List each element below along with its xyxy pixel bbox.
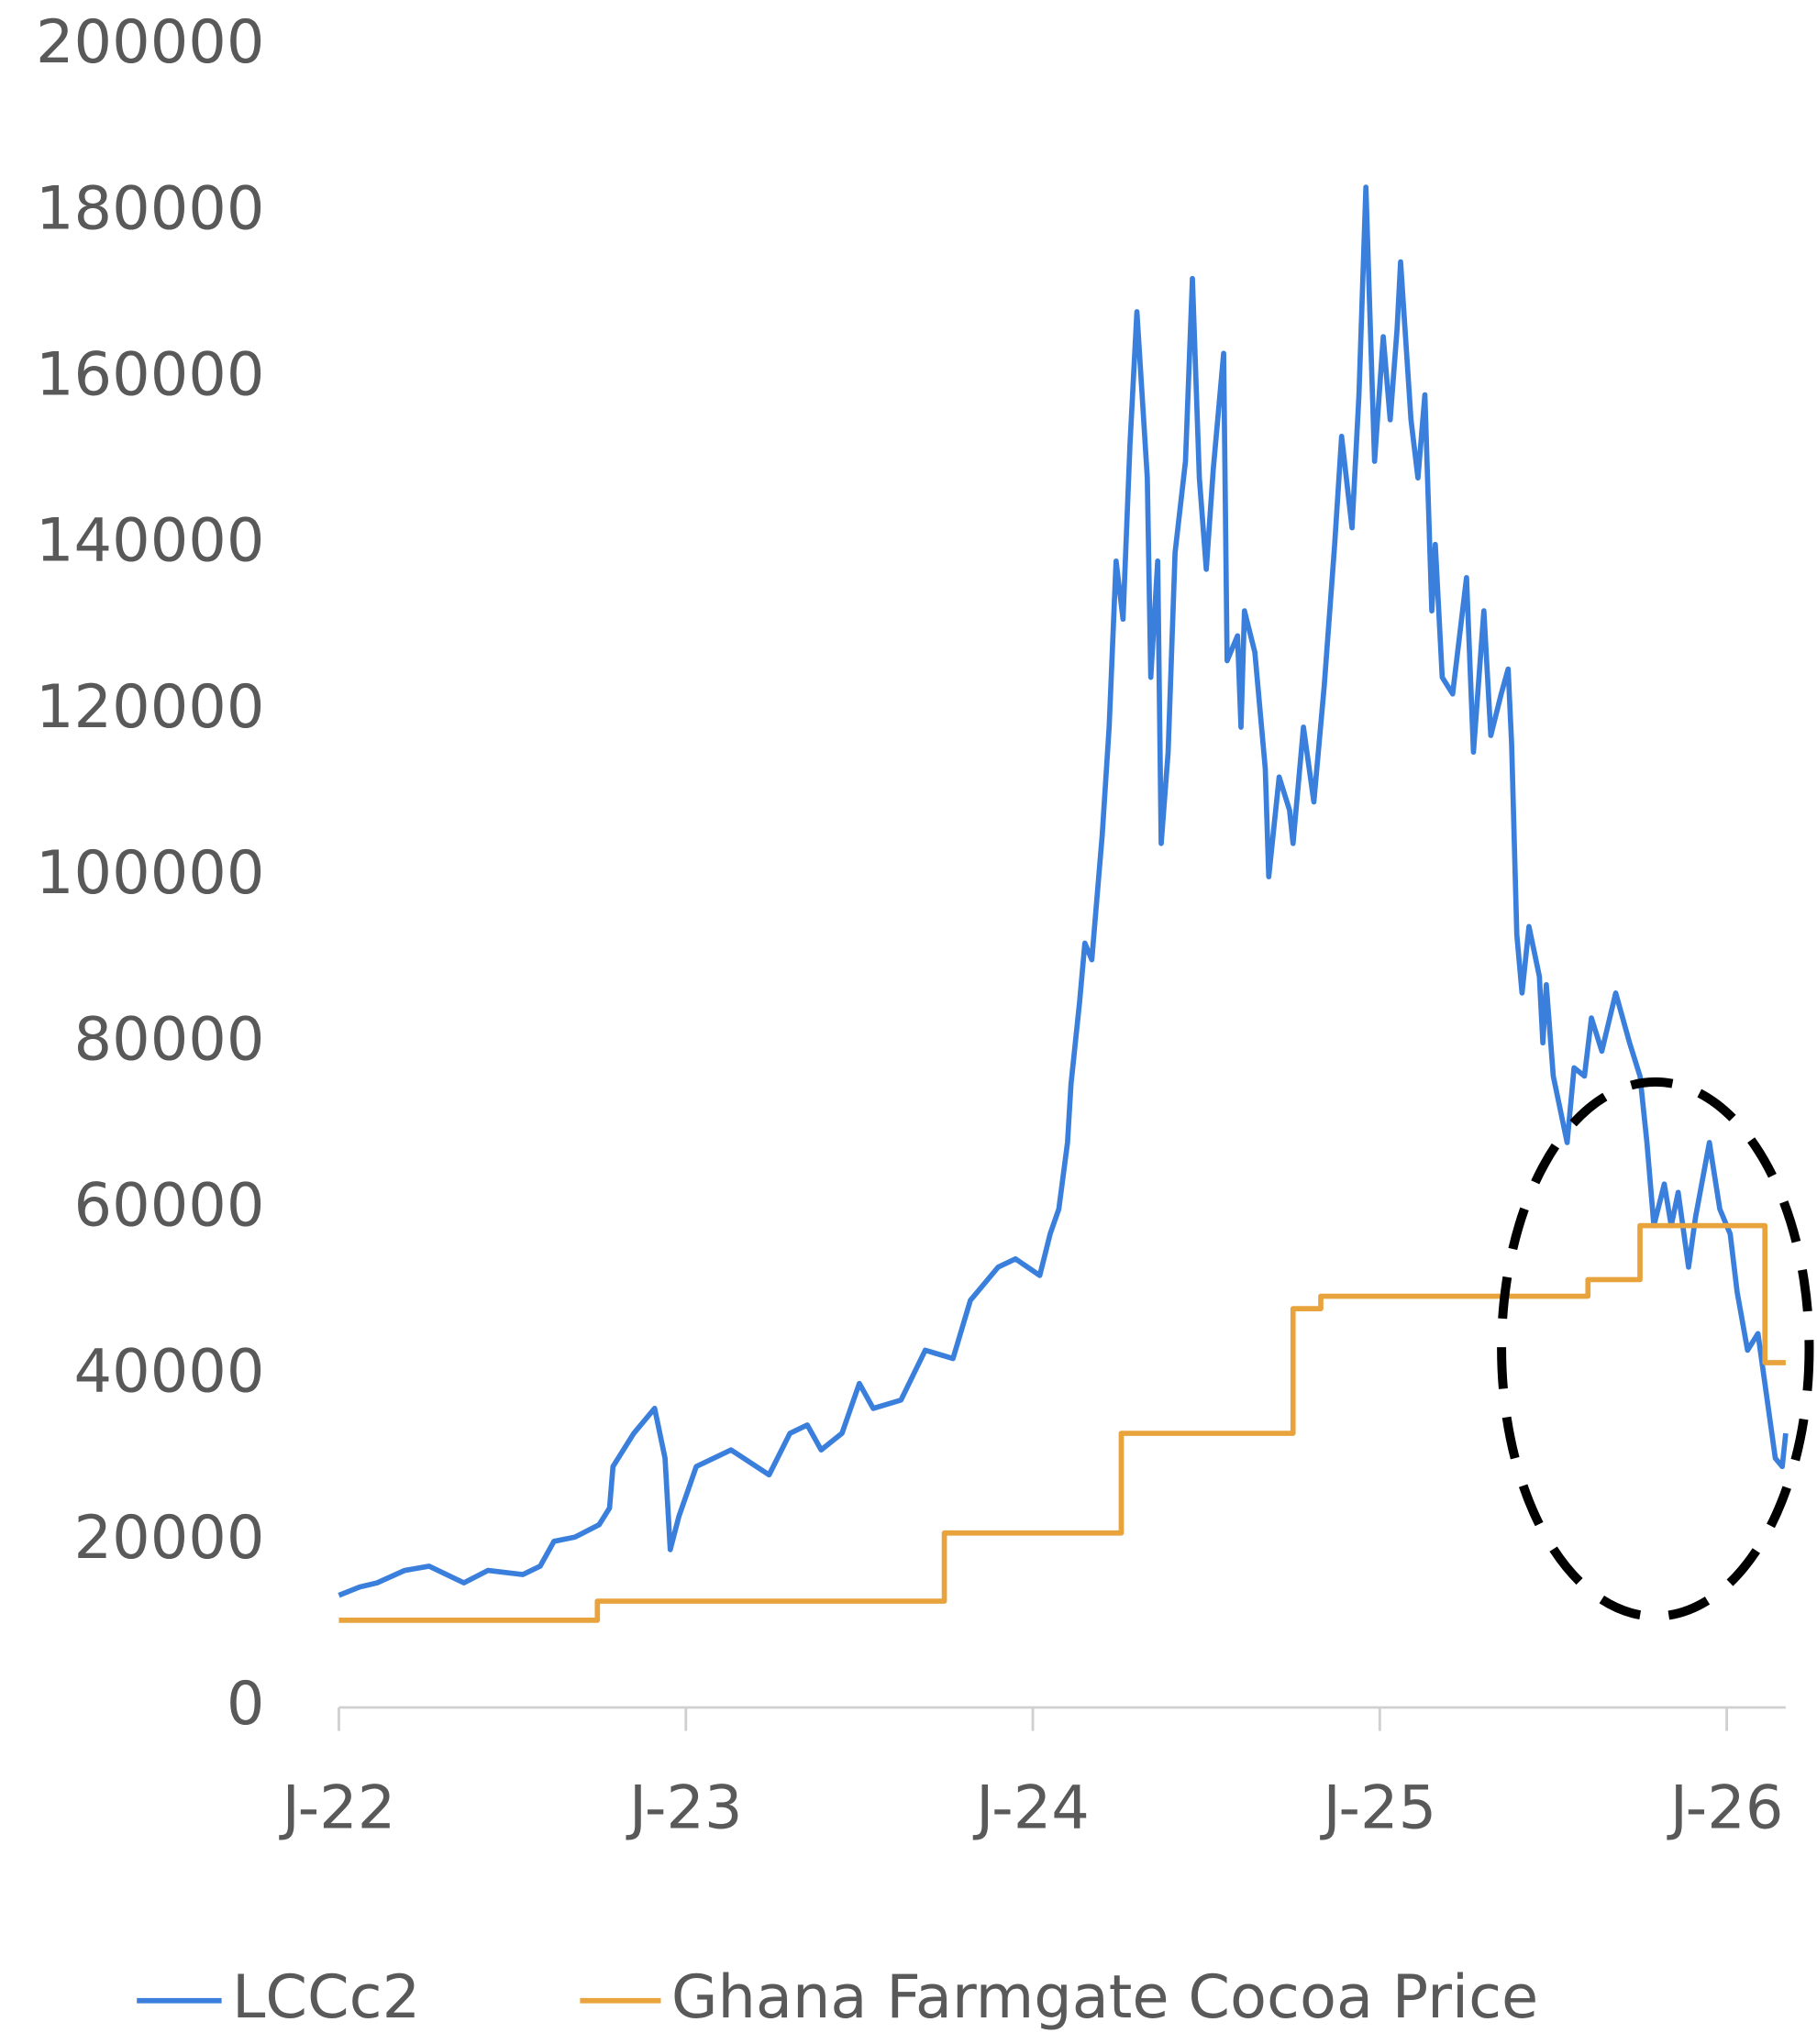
y-tick-label: 200000: [36, 7, 265, 77]
y-tick-label: 20000: [74, 1503, 265, 1573]
y-tick-label: 80000: [74, 1004, 265, 1074]
x-tick-label: J-23: [626, 1773, 743, 1843]
y-tick-label: 60000: [74, 1170, 265, 1240]
legend-label: LCCc2: [232, 1962, 420, 2032]
y-tick-label: 160000: [36, 340, 265, 410]
series-line: [338, 1222, 1786, 1623]
y-tick-label: 100000: [36, 838, 265, 908]
x-tick-label: J-24: [972, 1773, 1090, 1843]
highlight-ellipse: [1497, 1077, 1814, 1621]
x-tick-label: J-25: [1319, 1773, 1436, 1843]
y-tick-label: 40000: [74, 1337, 265, 1407]
series-line: [338, 184, 1789, 1598]
x-tick-label: J-22: [279, 1773, 396, 1843]
y-tick-label: 120000: [36, 672, 265, 742]
y-tick-label: 140000: [36, 506, 265, 576]
x-tick-label: J-26: [1667, 1773, 1784, 1843]
legend-label: Ghana Farmgate Cocoa Price: [671, 1962, 1538, 2032]
y-tick-label: 0: [227, 1669, 265, 1739]
y-tick-label: 180000: [36, 173, 265, 243]
plot-area: 0 20000 40000 60000 80000 100000 120000 140000 1…: [36, 7, 1789, 1843]
